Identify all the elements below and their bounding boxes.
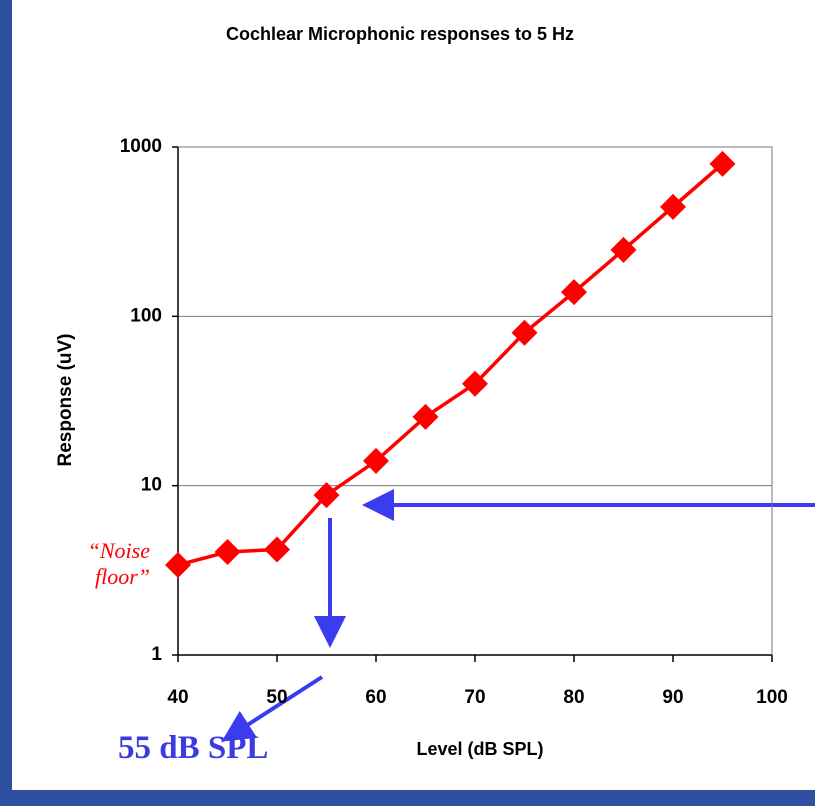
annotation: “Noise floor” xyxy=(87,538,150,589)
x-tick-label: 100 xyxy=(756,687,788,708)
y-tick-label: 100 xyxy=(130,305,162,326)
y-tick-label: 10 xyxy=(141,475,162,496)
y-tick-label: 1 xyxy=(151,644,162,665)
panel xyxy=(12,0,815,790)
marker xyxy=(313,482,340,509)
marker xyxy=(462,370,488,397)
y-tick-label: 1000 xyxy=(120,136,162,157)
x-tick-label: 80 xyxy=(563,687,584,708)
marker xyxy=(264,536,290,563)
marker xyxy=(709,150,736,177)
marker xyxy=(660,193,686,220)
plot-frame xyxy=(177,146,773,656)
x-tick-label: 40 xyxy=(167,687,188,708)
marker xyxy=(610,236,637,263)
arrow xyxy=(221,675,324,742)
x-tick-label: 60 xyxy=(365,687,386,708)
marker xyxy=(561,279,587,306)
marker xyxy=(214,538,241,565)
x-tick-label: 50 xyxy=(266,687,287,708)
marker xyxy=(511,319,538,346)
x-tick-label: 70 xyxy=(464,687,485,708)
x-axis-label: Level (dB SPL) xyxy=(416,739,543,759)
marker xyxy=(165,552,191,579)
marker xyxy=(363,447,389,474)
chart-title: Cochlear Microphonic responses to 5 Hz xyxy=(226,24,574,44)
x-tick-label: 90 xyxy=(662,687,683,708)
annotation: 55 dB SPL xyxy=(118,730,269,766)
y-axis-label: Response (uV) xyxy=(55,333,76,466)
marker xyxy=(412,403,439,430)
